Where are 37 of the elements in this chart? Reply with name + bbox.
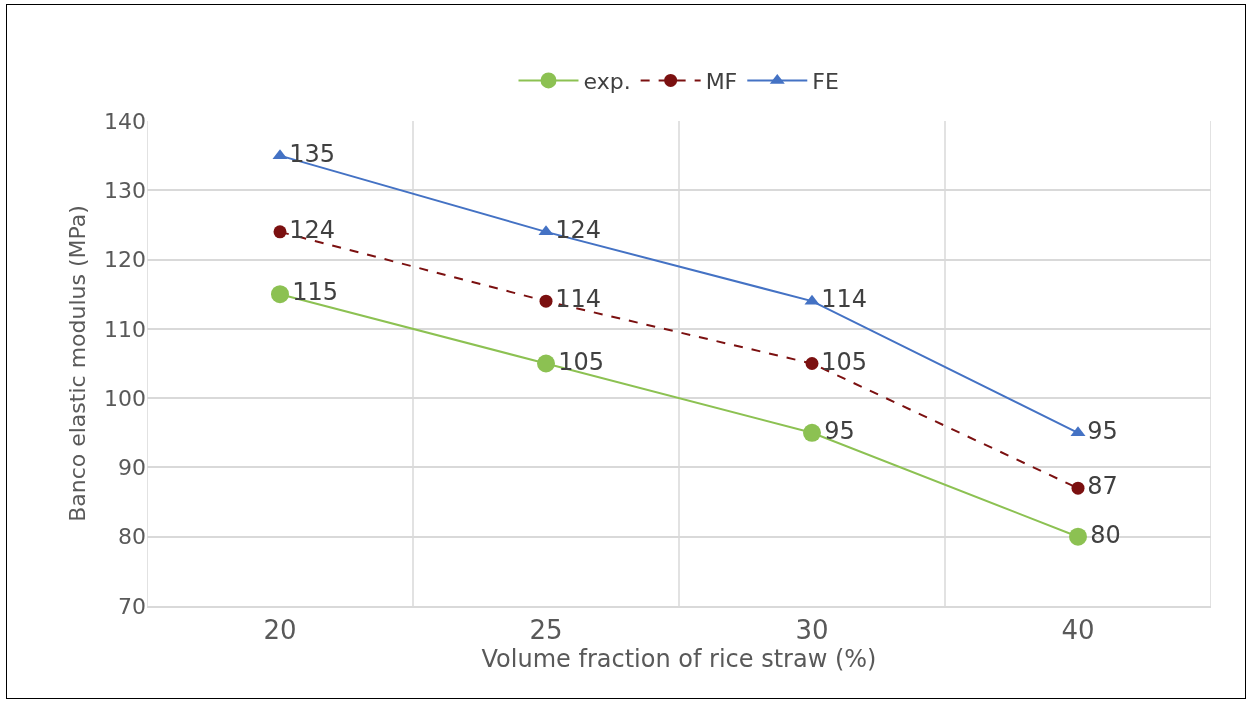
data-label: 105 bbox=[821, 347, 867, 376]
y-tick-label: 80 bbox=[118, 524, 146, 550]
x-tick-label: 20 bbox=[263, 614, 297, 645]
legend-label: exp. bbox=[583, 68, 631, 94]
x-tick-label: 40 bbox=[1061, 614, 1095, 645]
y-tick-label: 130 bbox=[104, 177, 146, 203]
data-label: 95 bbox=[824, 416, 855, 445]
point bbox=[539, 294, 553, 308]
y-tick-label: 90 bbox=[118, 455, 146, 481]
x-tick-label: 25 bbox=[529, 614, 563, 645]
data-label: 114 bbox=[555, 285, 601, 314]
data-label: 124 bbox=[289, 215, 335, 244]
data-label: 95 bbox=[1087, 416, 1118, 445]
point bbox=[271, 285, 289, 304]
data-label: 135 bbox=[289, 139, 335, 168]
point bbox=[273, 225, 287, 239]
y-tick-label: 110 bbox=[104, 316, 146, 342]
point bbox=[1069, 527, 1087, 546]
data-label: 124 bbox=[555, 215, 601, 244]
point bbox=[1071, 481, 1085, 495]
x-axis-title: Volume fraction of rice straw (%) bbox=[481, 644, 877, 673]
legend-label: MF bbox=[705, 68, 738, 94]
y-tick-label: 140 bbox=[104, 108, 146, 134]
point bbox=[805, 357, 819, 370]
point bbox=[803, 423, 821, 442]
data-label: 105 bbox=[558, 347, 605, 376]
data-label: 80 bbox=[1090, 520, 1121, 549]
y-tick-label: 100 bbox=[104, 385, 146, 411]
point bbox=[537, 354, 555, 373]
y-tick-label: 70 bbox=[118, 593, 146, 619]
data-label: 114 bbox=[821, 285, 867, 314]
x-tick-label: 30 bbox=[795, 614, 829, 645]
data-label: 87 bbox=[1087, 472, 1118, 501]
y-axis-title: Banco elastic modulus (MPa) bbox=[64, 205, 90, 522]
legend-label: FE bbox=[812, 68, 839, 94]
y-tick-label: 120 bbox=[104, 247, 146, 273]
data-label: 115 bbox=[292, 278, 339, 307]
